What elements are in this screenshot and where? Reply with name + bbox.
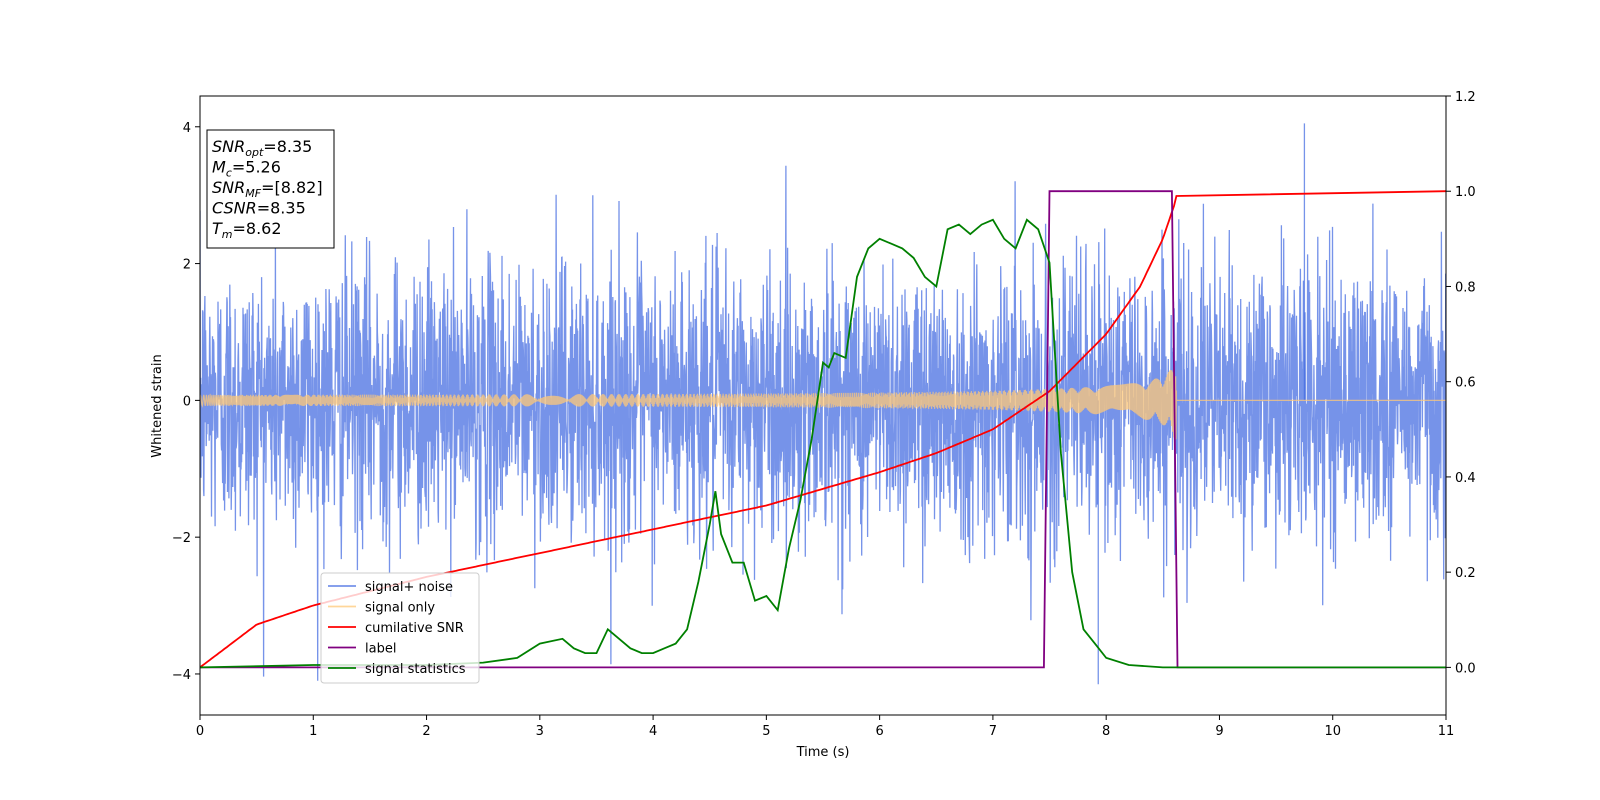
annotation-box: SNRopt=8.35Mc=5.26SNRMF=[8.82]CSNR=8.35T… <box>206 129 335 249</box>
x-tick-label: 7 <box>989 724 997 739</box>
y-left-tick-label: 4 <box>183 121 191 136</box>
y-left-tick-label: 2 <box>183 258 191 273</box>
x-tick-label: 8 <box>1102 724 1110 739</box>
legend-entry: signal only <box>365 601 435 616</box>
annotation-line: SNRopt=8.35 <box>212 137 312 159</box>
y-right-tick-label: 1.2 <box>1455 90 1476 105</box>
y-left-tick-label: −4 <box>172 668 191 683</box>
legend-entry: cumilative SNR <box>365 621 464 636</box>
x-tick-label: 9 <box>1215 724 1223 739</box>
y-right-tick-label: 0.0 <box>1455 661 1476 676</box>
legend-entry: signal+ noise <box>365 580 453 595</box>
legend-entry: signal statistics <box>365 662 466 677</box>
x-tick-label: 0 <box>196 724 204 739</box>
annotation-line: Tm=8.62 <box>212 219 282 241</box>
legend-entry: label <box>365 642 396 657</box>
annotation-line: SNRMF=[8.82] <box>212 178 323 200</box>
y-left-tick-label: −2 <box>172 531 191 546</box>
x-tick-label: 1 <box>309 724 317 739</box>
y-right-tick-label: 0.6 <box>1455 376 1476 391</box>
annotation-frame <box>206 129 335 249</box>
annotation-line: CSNR=8.35 <box>212 199 306 218</box>
series-signal-noise-line <box>200 165 1446 681</box>
series-layer <box>200 123 1446 685</box>
x-axis: 0 1 2 3 4 5 6 7 8 9 10 11 <box>196 715 1454 739</box>
right-y-axis: 0.0 0.2 0.4 0.6 0.8 1.0 1.2 <box>1446 90 1476 676</box>
y-left-tick-label: 0 <box>183 394 191 409</box>
series-signal-only-line <box>200 369 1446 441</box>
x-axis-label: Time (s) <box>796 745 850 760</box>
y-right-tick-label: 1.0 <box>1455 185 1476 200</box>
plot-frame <box>199 95 1447 716</box>
y-axis-label: Whitened strain <box>150 354 165 457</box>
x-tick-label: 4 <box>649 724 657 739</box>
x-tick-label: 3 <box>536 724 544 739</box>
x-tick-label: 6 <box>875 724 883 739</box>
x-tick-label: 2 <box>422 724 430 739</box>
annotation-line: Mc=5.26 <box>212 158 281 180</box>
legend: signal+ noise signal only cumilative SNR la… <box>320 572 480 684</box>
y-right-tick-label: 0.2 <box>1455 566 1476 581</box>
x-tick-label: 11 <box>1438 724 1455 739</box>
y-right-tick-label: 0.8 <box>1455 280 1476 295</box>
x-tick-label: 5 <box>762 724 770 739</box>
left-y-axis: −4 −2 0 2 4 <box>172 121 200 683</box>
x-tick-label: 10 <box>1324 724 1341 739</box>
series-signal-statistics-line <box>200 218 1446 669</box>
legend-frame <box>320 572 480 684</box>
y-right-tick-label: 0.4 <box>1455 471 1476 486</box>
